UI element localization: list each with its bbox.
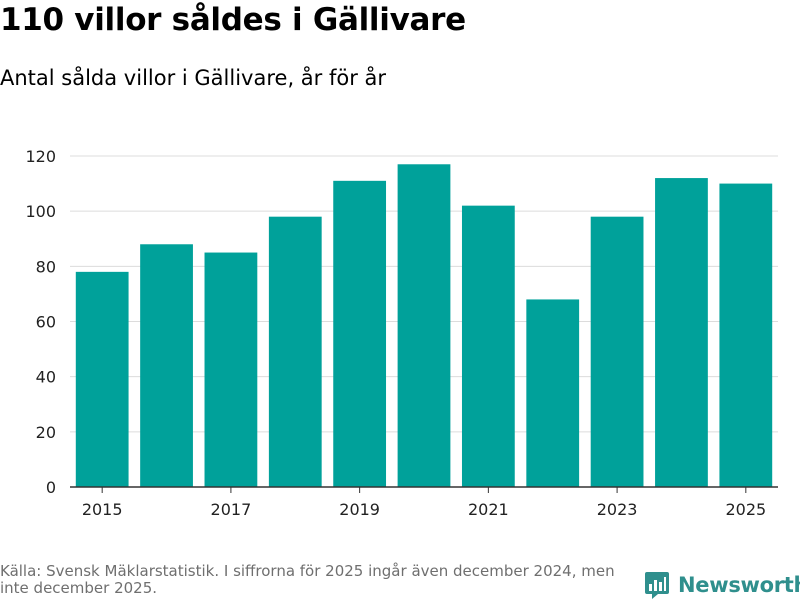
bar-2016	[140, 244, 193, 487]
bar-2020	[397, 164, 451, 487]
y-tick-label: 0	[46, 478, 56, 497]
bar-2015	[75, 271, 129, 487]
bar-2021	[461, 205, 515, 487]
x-tick-label: 2017	[211, 500, 252, 519]
bar-2022	[526, 299, 580, 487]
newsworthy-logo: Newsworthy	[644, 570, 800, 600]
bar-2024	[655, 178, 708, 488]
bar-2025	[719, 183, 773, 488]
chart-title: 110 villor såldes i Gällivare	[0, 2, 466, 38]
y-tick-label: 60	[36, 313, 56, 332]
x-tick-label: 2019	[339, 500, 380, 519]
bar-chart: 0 20 40 60 80 100 120 2015 2017 2019 2021 2023 2025	[25, 147, 778, 519]
x-tick-label: 2023	[597, 500, 638, 519]
x-tick-label: 2025	[725, 500, 766, 519]
y-tick-label: 120	[25, 147, 56, 166]
x-tick-label: 2015	[82, 500, 123, 519]
y-tick-label: 100	[25, 202, 56, 221]
brand-name: Newsworthy	[678, 573, 800, 597]
x-axis-ticks: 2015 2017 2019 2021 2023 2025	[82, 487, 766, 519]
chart-subtitle: Antal sålda villor i Gällivare, år för å…	[0, 66, 387, 90]
bar-2017	[204, 252, 258, 487]
y-tick-label: 40	[36, 368, 56, 387]
bar-2018	[268, 216, 322, 487]
y-tick-label: 80	[36, 257, 56, 276]
bars	[75, 164, 773, 488]
source-note: Källa: Svensk Mäklarstatistik. I siffror…	[0, 562, 615, 597]
bar-2019	[333, 180, 387, 487]
y-axis-ticks: 0 20 40 60 80 100 120	[25, 147, 56, 497]
x-tick-label: 2021	[468, 500, 509, 519]
y-tick-label: 20	[36, 423, 56, 442]
newsworthy-icon	[645, 572, 669, 599]
bar-2023	[590, 216, 644, 487]
